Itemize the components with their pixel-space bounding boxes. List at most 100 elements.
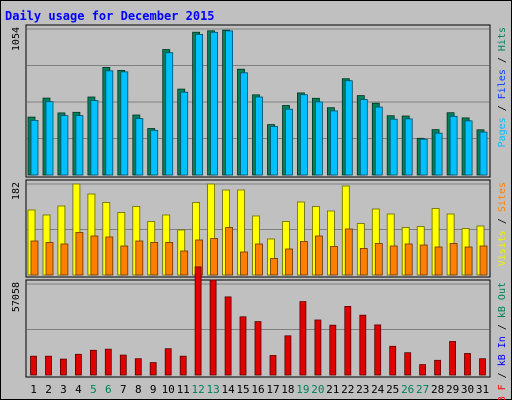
- bar-sites: [270, 258, 278, 276]
- bar-pages: [195, 34, 204, 176]
- x-tick-label: 25: [386, 383, 399, 396]
- x-tick-label: 20: [311, 383, 324, 396]
- bar-pages: [449, 115, 458, 176]
- axis-label-part: Hits: [497, 27, 508, 51]
- bar-pages: [90, 100, 99, 176]
- x-tick-label: 31: [476, 383, 489, 396]
- bar-kb-f: [404, 352, 412, 376]
- bar-pages: [419, 138, 428, 176]
- bar-pages: [374, 106, 383, 176]
- x-tick-label: 17: [266, 383, 279, 396]
- bar-kb-f: [284, 335, 292, 376]
- bar-pages: [299, 94, 308, 176]
- axis-label-part: /: [497, 99, 508, 117]
- bar-sites: [404, 243, 413, 276]
- bar-kb-f: [464, 353, 471, 376]
- panel-kbytes: 57058 kB F / kB In / kB Out: [11, 266, 508, 400]
- x-tick-label: 29: [446, 383, 459, 396]
- bar-pages: [359, 99, 368, 176]
- bar-sites: [135, 240, 144, 276]
- bar-pages: [314, 101, 323, 176]
- bar-sites: [419, 244, 428, 276]
- bar-pages: [150, 129, 159, 176]
- bar-kb-f: [479, 358, 486, 376]
- bar-kb-f: [104, 348, 112, 376]
- axis-label-part: Visits: [497, 230, 508, 266]
- axis-label-part: Pages: [497, 117, 508, 147]
- bar-kb-f: [299, 301, 307, 376]
- bar-kb-f: [75, 353, 82, 376]
- bar-pages: [180, 91, 189, 176]
- bar-kb-f: [149, 362, 157, 376]
- bar-kb-f: [434, 359, 442, 376]
- bar-pages: [225, 30, 234, 176]
- x-tick-label: 18: [281, 383, 294, 396]
- axis-label-part: kB In: [497, 336, 508, 366]
- axis-label-part: kB Out: [497, 282, 508, 318]
- bar-pages: [434, 132, 443, 176]
- bar-pages: [270, 126, 278, 176]
- axis-label-part: kB F: [497, 384, 508, 400]
- x-tick-label: 2: [45, 383, 52, 396]
- bar-sites: [314, 235, 323, 276]
- bar-sites: [449, 243, 458, 276]
- y-max-label: 182: [11, 182, 22, 200]
- bar-pages: [464, 120, 473, 176]
- bar-pages: [75, 115, 84, 176]
- bar-sites: [165, 242, 174, 276]
- bar-sites: [479, 245, 488, 276]
- x-tick-label: 21: [326, 383, 339, 396]
- y-max-label: 57058: [11, 282, 22, 312]
- x-tick-label: 15: [236, 383, 249, 396]
- bar-kb-f: [30, 355, 37, 376]
- axis-label-part: Sites: [497, 182, 508, 212]
- bar-sites: [389, 245, 398, 276]
- panel-visits-sites: 182 Visits / Sites: [11, 179, 508, 278]
- bar-sites: [150, 242, 159, 276]
- bar-sites: [60, 243, 69, 276]
- x-tick-label: 22: [341, 383, 354, 396]
- x-tick-label: 5: [90, 383, 97, 396]
- bar-pages: [105, 70, 114, 176]
- bar-sites: [285, 248, 293, 276]
- bar-sites: [45, 242, 54, 276]
- bar-kb-f: [90, 349, 97, 376]
- bar-kb-f: [239, 316, 247, 376]
- bar-sites: [120, 245, 129, 276]
- bar-kb-f: [344, 305, 352, 376]
- bar-pages: [404, 118, 413, 176]
- bar-sites: [30, 240, 39, 276]
- axis-label-visits-sites: Visits / Sites: [497, 182, 508, 266]
- x-tick-labels: 1 2 3 4 5 6 7 8 9 10 11 12 13 14 15 16 17 18 19 20 21 22 23 24 2…: [30, 383, 489, 396]
- bar-pages: [45, 101, 54, 176]
- x-tick-label: 8: [135, 383, 142, 396]
- bar-pages: [60, 115, 69, 176]
- x-tick-label: 13: [206, 383, 219, 396]
- bar-kb-f: [60, 358, 67, 376]
- bar-sites: [105, 236, 114, 276]
- x-tick-label: 28: [431, 383, 444, 396]
- bar-kb-f: [374, 324, 382, 376]
- x-tick-label: 11: [177, 383, 190, 396]
- x-tick-label: 27: [416, 383, 429, 396]
- bar-sites: [225, 227, 234, 276]
- x-tick-label: 30: [461, 383, 474, 396]
- bar-kb-f: [329, 324, 337, 376]
- x-tick-label: 9: [150, 383, 157, 396]
- bar-kb-f: [45, 355, 52, 376]
- bar-sites: [240, 251, 248, 276]
- bar-sites: [180, 250, 189, 276]
- chart-title: Daily usage for December 2015: [5, 9, 215, 23]
- panel-hits-files-pages: 1054 Pages / Files / Hits: [11, 24, 508, 178]
- x-tick-label: 26: [401, 383, 414, 396]
- bar-sites: [210, 238, 219, 276]
- bar-kb-f: [194, 266, 202, 376]
- axis-label-part: Files: [497, 69, 508, 99]
- axis-label-part: /: [497, 318, 508, 336]
- bar-sites: [374, 243, 383, 276]
- y-max-label: 1054: [11, 27, 22, 51]
- bar-pages: [240, 72, 248, 176]
- bar-sites: [299, 241, 308, 276]
